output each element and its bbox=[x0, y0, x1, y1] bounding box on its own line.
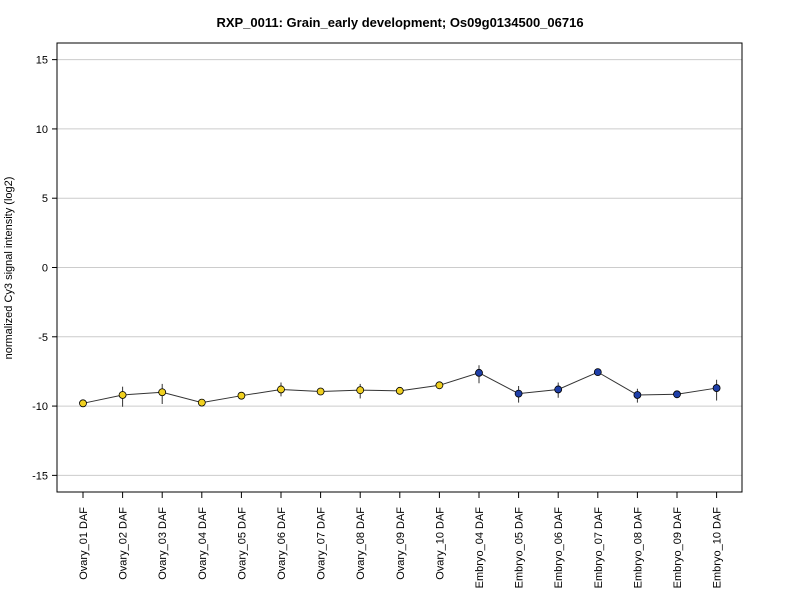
y-tick-label: -15 bbox=[32, 470, 48, 482]
data-point bbox=[277, 385, 285, 394]
data-point bbox=[435, 381, 444, 390]
y-axis: -15 -10 -5 0 5 10 15 bbox=[32, 55, 57, 482]
x-tick-label: Ovary_03 DAF bbox=[157, 507, 169, 580]
x-tick-label: Ovary_06 DAF bbox=[276, 507, 288, 580]
data-point bbox=[356, 386, 365, 395]
x-tick-label: Embryo_07 DAF bbox=[593, 507, 605, 589]
data-points bbox=[79, 368, 721, 408]
data-point bbox=[712, 384, 721, 392]
data-point bbox=[158, 388, 167, 397]
data-point bbox=[237, 391, 246, 400]
y-tick-label: -10 bbox=[32, 401, 48, 413]
x-tick-label: Ovary_09 DAF bbox=[395, 507, 407, 580]
data-point bbox=[554, 385, 563, 394]
data-point bbox=[514, 389, 523, 398]
data-point bbox=[197, 398, 206, 407]
data-point bbox=[118, 391, 127, 399]
data-point bbox=[395, 386, 404, 395]
data-point bbox=[673, 390, 681, 399]
data-point bbox=[475, 368, 483, 377]
x-tick-label: Embryo_09 DAF bbox=[672, 507, 684, 589]
x-tick-label: Embryo_08 DAF bbox=[632, 507, 644, 589]
plot-frame bbox=[56, 42, 743, 493]
y-axis-label: normalized Cy3 signal intensity (log2) bbox=[3, 177, 15, 360]
x-tick-label: Ovary_02 DAF bbox=[118, 507, 130, 580]
y-tick-label: 15 bbox=[36, 55, 48, 67]
x-tick-label: Embryo_10 DAF bbox=[712, 507, 724, 589]
y-tick-label: 5 bbox=[42, 193, 48, 205]
x-tick-label: Embryo_04 DAF bbox=[474, 507, 486, 589]
x-tick-label: Ovary_07 DAF bbox=[316, 507, 328, 580]
data-point bbox=[593, 368, 602, 377]
x-tick-label: Embryo_05 DAF bbox=[514, 507, 526, 589]
data-point bbox=[79, 399, 87, 408]
data-point bbox=[633, 391, 642, 399]
grid-lines bbox=[57, 59, 742, 476]
x-tick-label: Ovary_08 DAF bbox=[355, 507, 367, 580]
x-axis: Ovary_01 DAF Ovary_02 DAF Ovary_03 DAF Ovar… bbox=[78, 492, 724, 588]
x-tick-label: Ovary_01 DAF bbox=[78, 507, 90, 580]
y-tick-label: -5 bbox=[38, 332, 48, 344]
y-tick-label: 10 bbox=[36, 124, 48, 136]
x-tick-label: Ovary_05 DAF bbox=[236, 507, 248, 580]
x-tick-label: Embryo_06 DAF bbox=[553, 507, 565, 589]
x-tick-label: Ovary_10 DAF bbox=[434, 507, 446, 580]
data-point bbox=[316, 387, 325, 396]
x-tick-label: Ovary_04 DAF bbox=[197, 507, 209, 580]
y-tick-label: 0 bbox=[42, 263, 48, 275]
chart-title: RXP_0011: Grain_early development; Os09g… bbox=[216, 15, 583, 30]
